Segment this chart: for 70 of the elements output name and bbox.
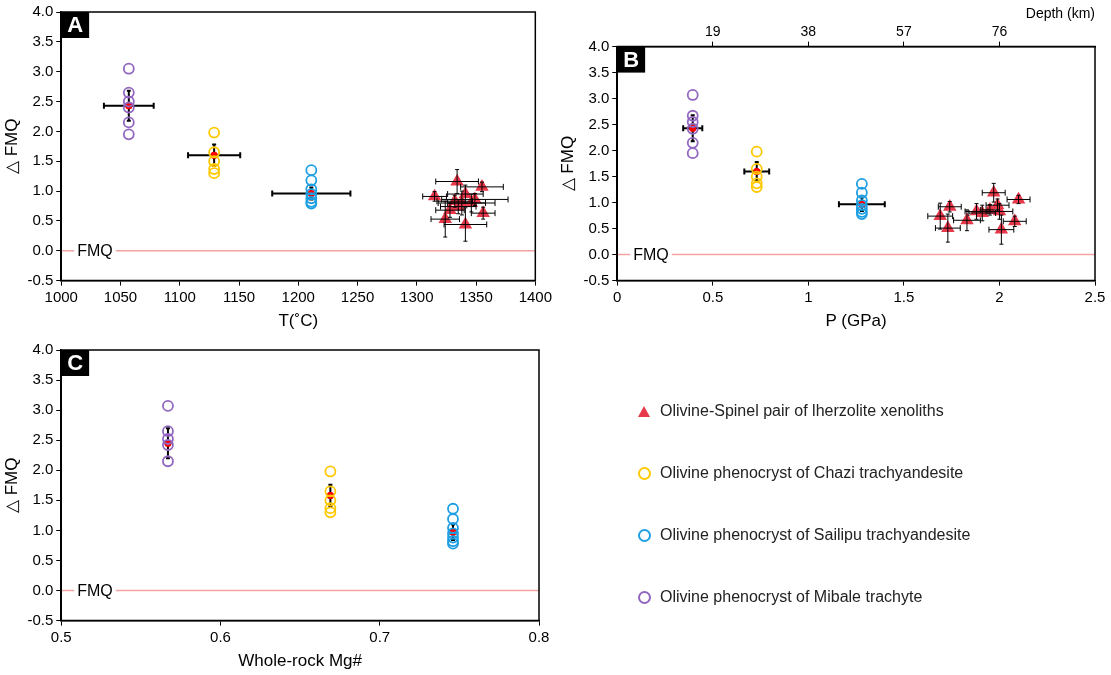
x-tick-label: 1200 [281, 287, 315, 305]
legend-label: Olivine phenocryst of Mibale trachyte [660, 588, 923, 606]
y-tick-label: 4.0 [32, 340, 54, 358]
x-tick-label: 1350 [459, 287, 493, 305]
legend-label: Olivine phenocryst of Chazi trachyandesite [660, 464, 964, 482]
y-tick-label: 0.5 [32, 211, 54, 229]
y-tick-label: 2.0 [32, 121, 54, 139]
chart-title: C [67, 350, 84, 376]
y-tick-label: 1.5 [32, 151, 54, 169]
y-tick-label: 1.0 [588, 192, 610, 210]
x2-axis-title: Depth (km) [1025, 5, 1095, 22]
y-tick-label: -0.5 [27, 270, 54, 288]
chart-title: B [623, 46, 640, 72]
x-tick-label: 1300 [400, 287, 434, 305]
y-tick-label: 1.5 [588, 166, 610, 184]
y-tick-label: 2.5 [588, 114, 610, 132]
x-tick-label: 1000 [44, 287, 78, 305]
y-tick-label: 3.0 [32, 400, 54, 418]
ref-line-label: FMQ [633, 246, 669, 264]
x-tick-label: 0.5 [702, 287, 724, 305]
x2-tick-label: 57 [896, 23, 912, 40]
y-tick-label: -0.5 [27, 610, 54, 628]
ref-line-label: FMQ [77, 242, 113, 260]
x2-tick-label: 38 [800, 23, 817, 40]
y-tick-label: 3.0 [588, 88, 610, 106]
x-tick-label: 0.8 [528, 627, 550, 645]
x-tick-label: 2 [995, 287, 1004, 305]
y-tick-label: 0.5 [32, 550, 54, 568]
y-tick-label: 1.5 [32, 490, 54, 508]
ref-line-label: FMQ [77, 581, 113, 599]
y-tick-label: 3.5 [32, 370, 54, 388]
y-tick-label: 0.0 [32, 580, 54, 598]
x-tick-label: 0 [613, 287, 622, 305]
x-tick-label: 0.6 [210, 627, 231, 645]
x-tick-label: 1 [804, 287, 813, 305]
x-tick-label: 1100 [163, 287, 196, 305]
x2-tick-label: 76 [991, 23, 1008, 40]
y-axis-title: △ FMQ [1, 457, 21, 514]
x-tick-label: 1150 [222, 287, 256, 305]
x-tick-label: 2.5 [1084, 287, 1106, 305]
x-tick-label: 1.5 [893, 287, 915, 305]
y-tick-label: 0.0 [588, 244, 610, 262]
y-tick-label: 2.0 [588, 140, 610, 158]
y-tick-label: 2.5 [32, 430, 54, 448]
x2-tick-label: 19 [705, 23, 721, 40]
y-tick-label: 2.5 [32, 91, 54, 109]
x-tick-label: 1400 [518, 287, 552, 305]
x-tick-label: 0.7 [369, 627, 391, 645]
y-tick-label: 1.0 [32, 520, 54, 538]
legend-label: Olivine-Spinel pair of lherzolite xenoliths [660, 402, 944, 420]
x-axis-title: T(˚C) [278, 311, 319, 331]
y-axis-title: △ FMQ [1, 118, 21, 175]
y-tick-label: -0.5 [583, 270, 610, 288]
x-axis-title: Whole-rock Mg# [238, 651, 363, 671]
y-axis-title: △ FMQ [557, 135, 577, 192]
y-tick-label: 0.5 [588, 218, 610, 236]
x-tick-label: 1250 [340, 287, 375, 305]
x-tick-label: 1050 [103, 287, 138, 305]
y-tick-label: 4.0 [588, 36, 610, 54]
y-tick-label: 0.0 [32, 240, 54, 258]
y-tick-label: 3.5 [32, 31, 54, 49]
y-tick-label: 2.0 [32, 460, 54, 478]
y-tick-label: 3.5 [588, 62, 610, 80]
y-tick-label: 1.0 [32, 181, 54, 199]
x-tick-label: 0.5 [50, 627, 72, 645]
y-tick-label: 4.0 [32, 2, 54, 20]
chart-title: A [67, 12, 84, 38]
x-axis-title: P (GPa) [825, 311, 887, 331]
legend-label: Olivine phenocryst of Sailipu trachyandesite [660, 526, 971, 544]
y-tick-label: 3.0 [32, 61, 54, 79]
